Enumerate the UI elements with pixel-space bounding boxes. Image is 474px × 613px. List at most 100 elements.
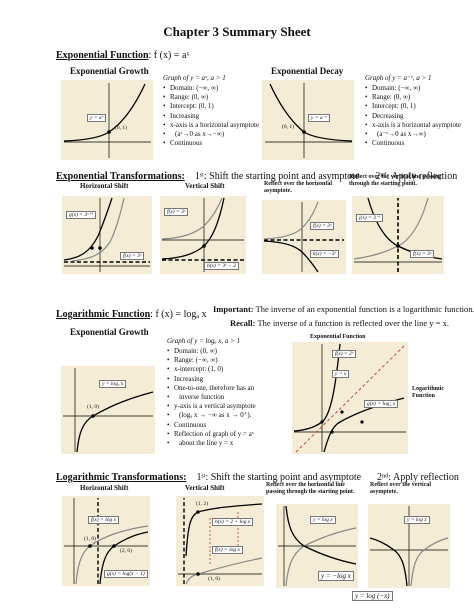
list-item: (aˣ→0 as x→−∞) <box>163 130 259 139</box>
exp-decay-box: y = a⁻ˣ <box>308 114 331 122</box>
exp-heading-row: Exponential Function: f (x) = aˣ <box>56 45 189 63</box>
exptrans-g4-box1: j(x) = 3⁻ˣ <box>356 214 384 222</box>
list-item: x-axis is a horizontal asymptote <box>365 121 461 130</box>
logtrans-g1-p1: (1, 0) <box>84 536 96 542</box>
logtrans-g4-title: Reflect over the vertical asymptote. <box>370 482 432 495</box>
list-item: Intercept: (0, 1) <box>365 102 461 111</box>
exp-decay-list: Domain: (−∞, ∞) Range: (0, ∞) Intercept:… <box>365 84 461 149</box>
exptrans-g3-graph: f(x) = 3ˣ k(x) = −3ˣ <box>262 200 346 274</box>
exp-growth-box: y = aˣ <box>87 114 107 122</box>
log-heading: Logarithmic Function <box>56 309 151 320</box>
log-right-title: Exponential Function <box>310 334 366 340</box>
logtrans-step1: 1ˢᵗ: Shift the starting point and asympt… <box>196 472 362 483</box>
logtrans-g4-box1: y = log x <box>404 516 430 524</box>
exptrans-step2: 2ⁿᵈ: Apply reflection <box>375 171 458 182</box>
list-item: x-intercept: (1, 0) <box>167 365 256 374</box>
exptrans-g4-box2: f(x) = 3ˣ <box>410 250 435 258</box>
list-item: Continuous <box>167 421 256 430</box>
log-right-box3: g(x) = log₂ x <box>364 400 399 408</box>
log-important-row: Important: The inverse of an exponential… <box>213 304 474 314</box>
page-title: Chapter 3 Summary Sheet <box>163 24 311 39</box>
exp-decay-point: (0, 1) <box>282 124 294 130</box>
exptrans-heading: Exponential Transformations: <box>56 171 185 182</box>
log-heading-row: Logarithmic Function: f (x) = logₐ x <box>56 304 207 322</box>
logtrans-heading: Logarithmic Transformations: <box>56 472 187 483</box>
logtrans-g3-box2: y = −log x <box>318 571 354 581</box>
logtrans-g1-graph: f(x) = log x (1, 0) (2, 0) g(x) = log(x … <box>62 496 150 586</box>
logtrans-step2: 2ⁿᵈ: Apply reflection <box>377 472 459 483</box>
list-item: Intercept: (0, 1) <box>163 102 259 111</box>
list-item: (logₐ x → −∞ as x → 0⁺). <box>167 411 256 420</box>
logtrans-g1-p2: (2, 0) <box>120 548 132 554</box>
exptrans-g4-graph: j(x) = 3⁻ˣ f(x) = 3ˣ <box>352 196 444 274</box>
list-item: Domain: (−∞, ∞) <box>365 84 461 93</box>
list-item: Range: (−∞, ∞) <box>167 356 256 365</box>
list-item: Domain: (−∞, ∞) <box>163 84 259 93</box>
list-item: about the line y = x <box>167 439 256 448</box>
logtrans-g1-box1: f(x) = log x <box>88 516 119 524</box>
exp-decay-caption: Graph of y = a⁻ˣ, a > 1 <box>365 74 432 82</box>
exp-decay-graph: y = a⁻ˣ (0, 1) <box>262 80 354 160</box>
exp-growth-graph: y = aˣ (0, 1) <box>61 80 153 160</box>
exptrans-g3-box2: k(x) = −3ˣ <box>310 250 340 258</box>
list-item: Range: (0, ∞) <box>365 93 461 102</box>
exptrans-g3-box1: f(x) = 3ˣ <box>310 222 335 230</box>
list-item: Increasing <box>163 112 259 121</box>
log-caption: Graph of y = logₐ x, a > 1 <box>167 337 241 345</box>
list-item: inverse function <box>167 393 256 402</box>
exptrans-g1-title: Horizontal Shift <box>80 182 129 190</box>
exp-heading: Exponential Function <box>56 50 149 61</box>
list-item: Domain: (0, ∞) <box>167 347 256 356</box>
log-recall-text: The inverse of a function is reflected o… <box>257 318 449 328</box>
list-item: Reflection of graph of y = aˣ <box>167 430 256 439</box>
exptrans-g2-box2: h(x) = 3ˣ − 2 <box>204 262 239 270</box>
exptrans-heading-row: Exponential Transformations: 1ˢᵗ: Shift … <box>56 166 457 184</box>
logtrans-g4-graph: y = log x <box>368 504 450 588</box>
list-item: y-axis is a vertical asymptote <box>167 402 256 411</box>
exptrans-g2-box1: f(x) = 3ˣ <box>164 208 189 216</box>
logtrans-heading-row: Logarithmic Transformations: 1ˢᵗ: Shift … <box>56 467 459 485</box>
log-graph: y = logₐ x (1, 0) <box>61 366 155 454</box>
list-item: x-axis is a horizontal asymptote <box>163 121 259 130</box>
logtrans-g2-p1: (1, 2) <box>196 501 208 507</box>
list-item: Decreasing <box>365 112 461 121</box>
exptrans-step1: 1ˢᵗ: Shift the starting point and asympt… <box>194 171 360 182</box>
exp-decay-title: Exponential Decay <box>271 66 344 76</box>
logtrans-g1-title: Horizontal Shift <box>80 484 129 492</box>
log-recall-row: Recall: The inverse of a function is ref… <box>230 318 449 328</box>
logtrans-g2-graph: (1, 2) h(x) = 2 + log x f(x) = log x (1,… <box>176 496 264 586</box>
list-item: One-to-one, therefore has an <box>167 384 256 393</box>
log-important-label: Important: <box>213 304 254 314</box>
exptrans-g1-box1: g(x) = 3ˣ⁺¹ <box>66 211 97 219</box>
logtrans-g2-box1: h(x) = 2 + log x <box>212 518 254 526</box>
logtrans-g2-p2: (1, 0) <box>208 576 220 582</box>
exp-growth-caption: Graph of y = aˣ, a > 1 <box>163 74 226 82</box>
exptrans-g2-title: Vertical Shift <box>185 182 225 190</box>
list-item: Continuous <box>163 139 259 148</box>
exp-growth-list: Domain: (−∞, ∞) Range: (0, ∞) Intercept:… <box>163 84 259 149</box>
exptrans-g4-title: Reflect over the vertical line passing t… <box>349 174 442 187</box>
logtrans-g2-title: Vertical Shift <box>185 484 225 492</box>
logtrans-g1-box2: g(x) = log(x − 1) <box>104 570 148 578</box>
log-box: y = logₐ x <box>99 380 127 388</box>
log-right-box1: f(x) = 2ˣ <box>332 350 357 358</box>
exp-growth-point: (0, 1) <box>115 125 127 131</box>
log-list: Domain: (0, ∞) Range: (−∞, ∞) x-intercep… <box>167 347 256 448</box>
logtrans-g2-box2: f(x) = log x <box>212 546 243 554</box>
log-right-graph: f(x) = 2ˣ y = x g(x) = log₂ x <box>292 342 408 454</box>
exp-growth-title: Exponential Growth <box>70 66 149 76</box>
list-item: Increasing <box>167 375 256 384</box>
list-item: Range: (0, ∞) <box>163 93 259 102</box>
logtrans-g3-box1: y = log x <box>310 516 336 524</box>
log-formula: : f (x) = logₐ x <box>150 309 207 320</box>
log-recall-label: Recall: <box>230 318 256 328</box>
list-item: Continuous <box>365 139 461 148</box>
exp-formula: : f (x) = aˣ <box>148 50 190 61</box>
exptrans-g3-title: Reflect over the horizontal asymptote. <box>264 181 333 194</box>
logtrans-g3-title: Reflect over the horizontal line passing… <box>266 482 355 495</box>
log-right-box2: y = x <box>332 370 350 378</box>
exptrans-g2-graph: f(x) = 3ˣ h(x) = 3ˣ − 2 <box>160 196 246 274</box>
list-item: (a⁻ˣ→0 as x→∞) <box>365 130 461 139</box>
log-important-text: The inverse of an exponential function i… <box>255 304 474 314</box>
exptrans-g1-graph: g(x) = 3ˣ⁺¹ f(x) = 3ˣ <box>62 196 152 274</box>
